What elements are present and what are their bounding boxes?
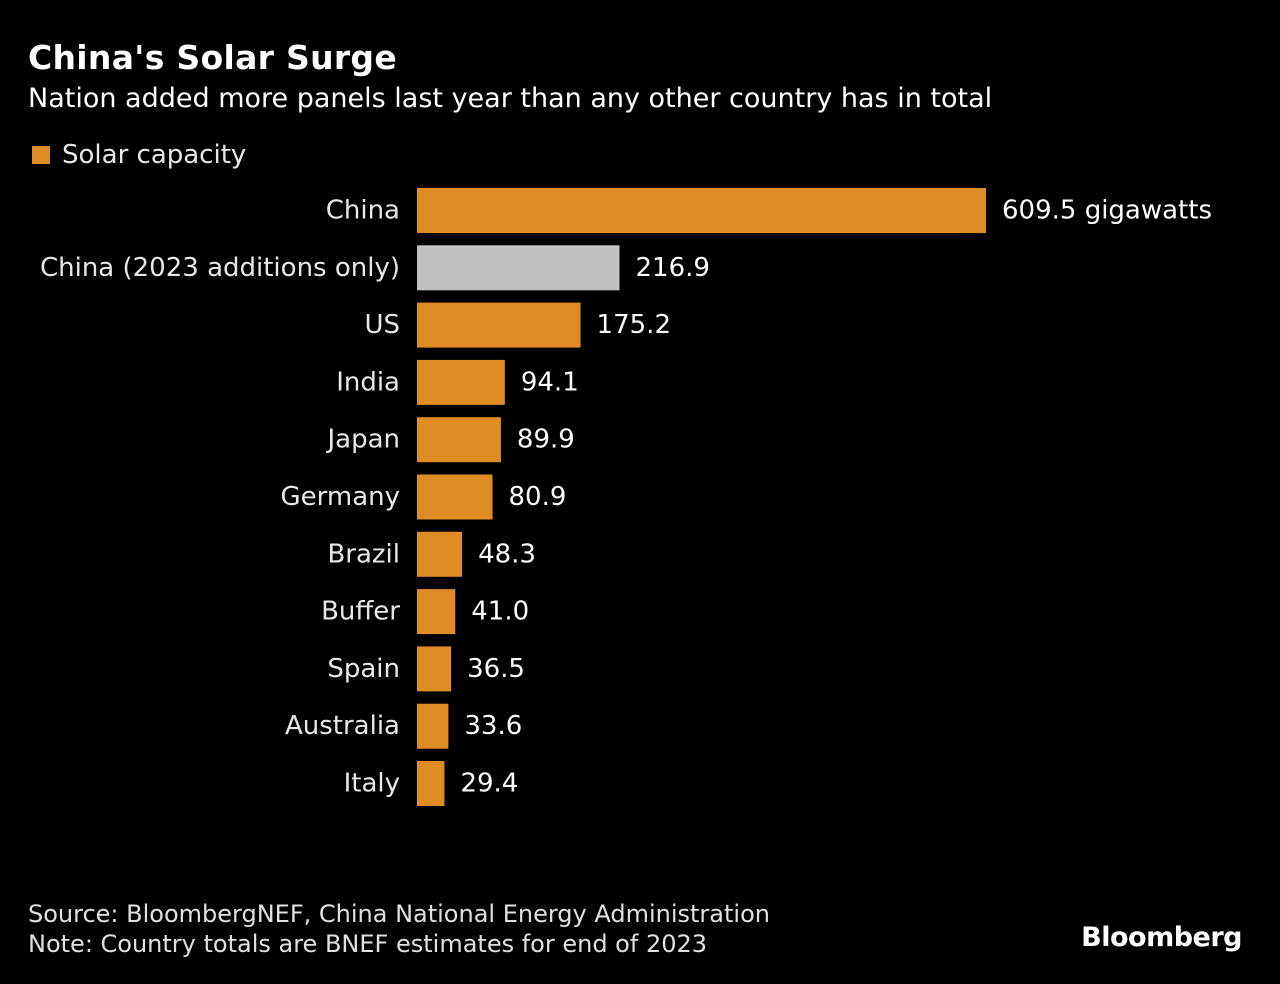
value-label: 48.3: [478, 539, 536, 569]
legend-swatch: [32, 146, 50, 164]
category-label: US: [364, 310, 400, 340]
category-label: Japan: [325, 425, 400, 455]
value-label: 609.5 gigawatts: [1002, 196, 1212, 226]
chart-subtitle: Nation added more panels last year than …: [28, 83, 993, 114]
chart-title: China's Solar Surge: [28, 38, 398, 77]
value-label: 36.5: [467, 654, 525, 684]
category-label: Italy: [344, 769, 400, 799]
bloomberg-logo: Bloomberg: [1081, 922, 1242, 953]
value-label: 175.2: [597, 310, 671, 340]
bar: [417, 359, 505, 405]
legend: Solar capacity: [32, 139, 246, 171]
bar: [417, 531, 463, 577]
bar-chart: China 609.5 gigawatts China (2023 addition…: [40, 188, 1212, 806]
value-label: 89.9: [517, 425, 575, 455]
source-note: Source: BloombergNEF, China National Ene…: [28, 900, 770, 928]
category-label: Australia: [285, 711, 400, 741]
bar: [417, 646, 452, 692]
value-label: 33.6: [464, 711, 522, 741]
category-label: Spain: [327, 654, 400, 684]
category-label: China (2023 additions only): [40, 253, 400, 283]
value-label: 29.4: [460, 769, 518, 799]
category-label: Buffer: [321, 597, 400, 627]
legend-label: Solar capacity: [62, 140, 247, 170]
bar: [417, 761, 445, 806]
footnote: Note: Country totals are BNEF estimates …: [28, 930, 708, 958]
value-label: 94.1: [521, 367, 579, 397]
bar: [417, 474, 493, 520]
bar: [417, 188, 986, 233]
value-label: 41.0: [471, 597, 529, 627]
category-label: Germany: [280, 482, 400, 512]
category-label: China: [326, 196, 400, 226]
category-label: India: [336, 367, 400, 397]
bar: [417, 589, 456, 635]
bar: [417, 302, 581, 348]
category-label: Brazil: [327, 539, 400, 569]
value-label: 216.9: [635, 253, 709, 283]
bar: [417, 703, 449, 749]
value-label: 80.9: [509, 482, 567, 512]
bar: [417, 417, 501, 463]
bar: [417, 245, 620, 291]
